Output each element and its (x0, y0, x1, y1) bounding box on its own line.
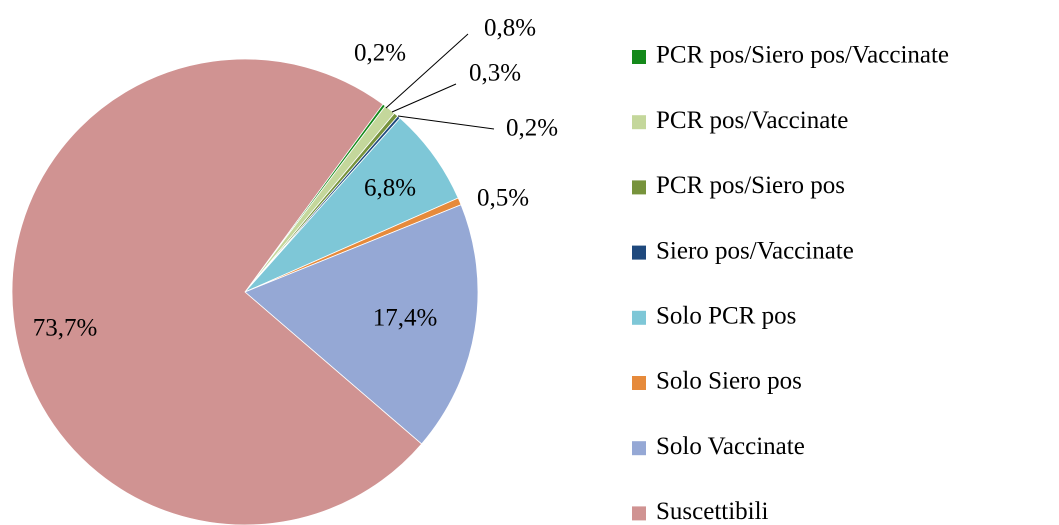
pie-slice (11, 58, 423, 525)
legend-label: Solo Vaccinate (656, 433, 805, 460)
legend-label: Suscettibili (656, 498, 769, 525)
data-label: 0,5% (477, 185, 529, 212)
legend-swatch (632, 441, 646, 456)
data-label: 0,2% (354, 40, 406, 67)
legend-label: Solo PCR pos (656, 303, 796, 330)
data-label: 6,8% (364, 175, 416, 202)
legend-swatch (632, 310, 646, 325)
data-label: 73,7% (33, 315, 98, 342)
leader-line (397, 115, 495, 130)
legend-label: PCR pos/Siero pos (656, 172, 845, 199)
data-label: 17,4% (373, 305, 438, 332)
legend-label: PCR pos/Siero pos/Vaccinate (656, 42, 949, 69)
legend-swatch (632, 115, 646, 130)
legend-label: Solo Siero pos (656, 368, 802, 395)
legend-swatch (632, 50, 646, 64)
legend-label: PCR pos/Vaccinate (656, 107, 848, 134)
legend-swatch (632, 376, 646, 390)
leader-line (391, 83, 457, 113)
data-label: 0,3% (469, 60, 521, 87)
data-label: 0,8% (484, 15, 536, 42)
pie-slice (244, 204, 479, 445)
legend-swatch (632, 180, 646, 195)
leader-line (385, 33, 469, 109)
legend-label: Siero pos/Vaccinate (656, 237, 854, 264)
legend-swatch (632, 245, 646, 260)
data-label: 0,2% (506, 115, 558, 142)
legend-swatch (632, 506, 646, 521)
